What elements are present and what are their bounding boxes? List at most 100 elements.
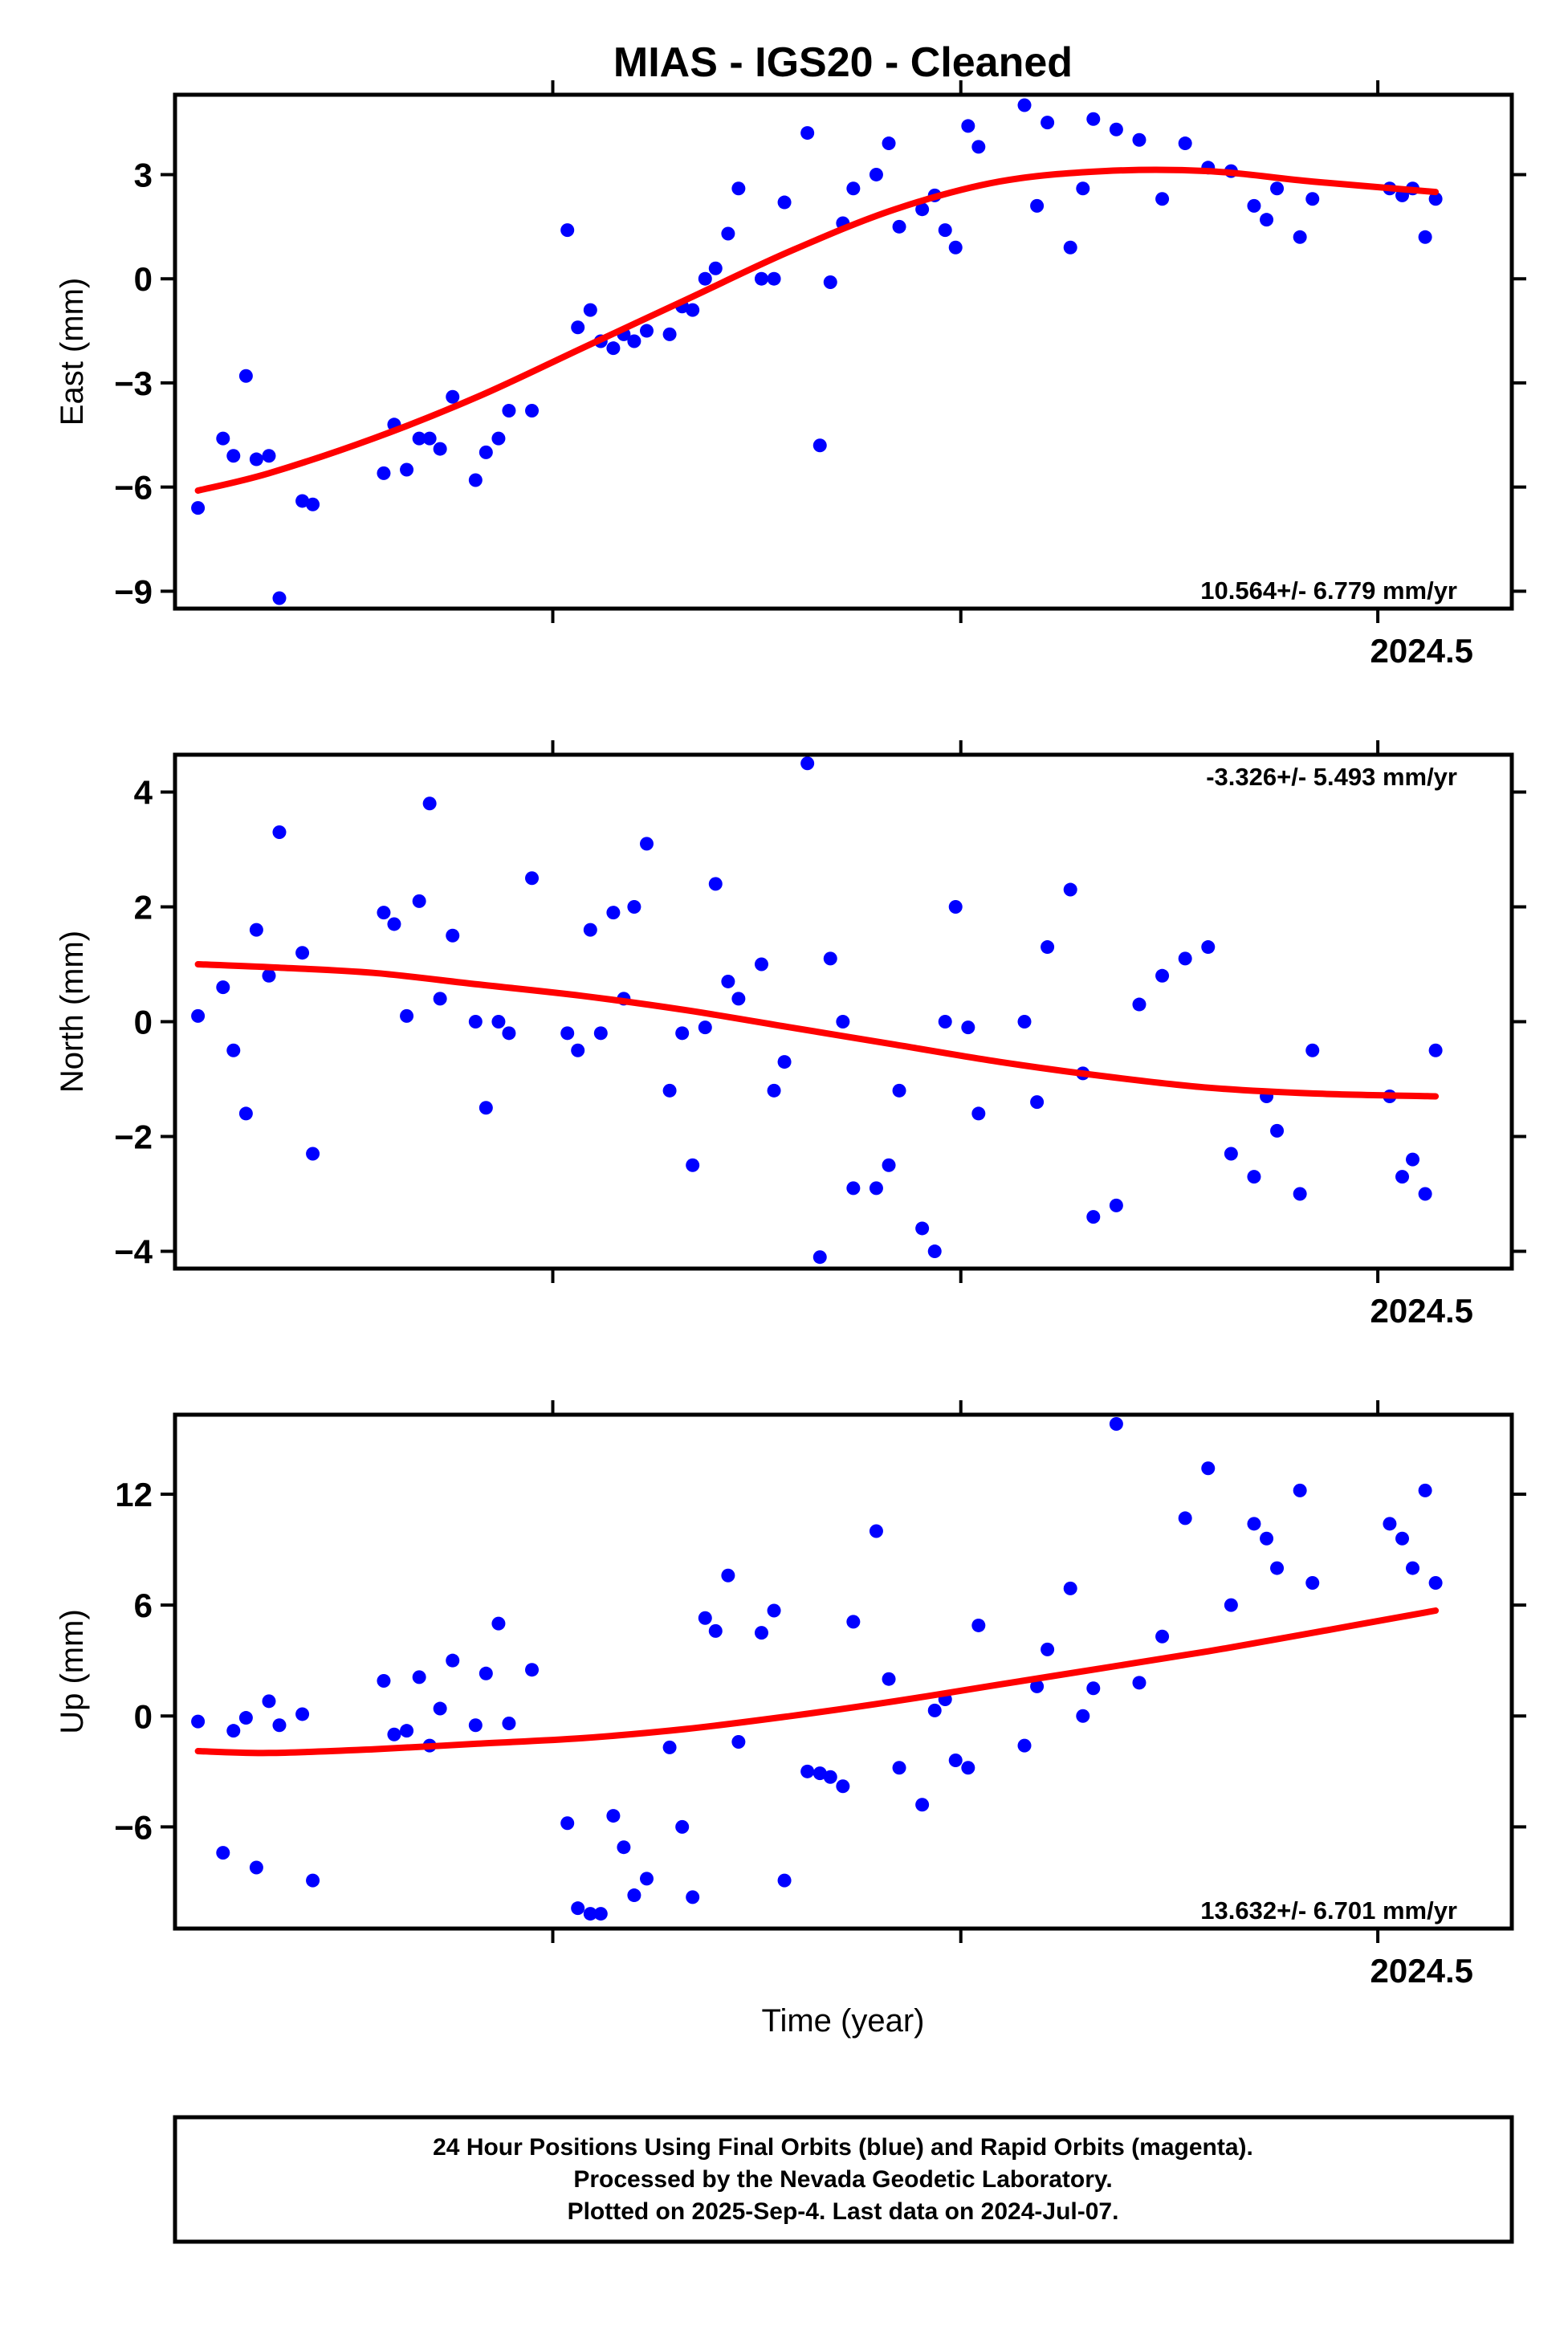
up-data-point (1178, 1511, 1192, 1525)
east-data-point (1247, 198, 1261, 213)
east-data-point (971, 140, 986, 154)
up-data-point (836, 1779, 850, 1794)
east-data-point (502, 404, 516, 418)
up-data-point (1017, 1738, 1032, 1753)
north-plot-frame (173, 752, 1514, 1271)
up-data-point (708, 1623, 723, 1638)
up-y-tick-label: 0 (134, 1697, 153, 1735)
up-data-point (262, 1694, 276, 1709)
east-data-point (583, 303, 597, 317)
north-data-point (606, 906, 621, 920)
north-data-point (306, 1147, 320, 1161)
north-y-tick-label: −2 (114, 1118, 153, 1156)
north-data-point (1155, 968, 1170, 983)
north-data-point (1224, 1147, 1238, 1161)
up-data-point (306, 1873, 320, 1888)
north-data-point (846, 1181, 861, 1196)
north-data-point (675, 1026, 690, 1041)
footer-line-orbits: 24 Hour Positions Using Final Orbits (bl… (433, 2134, 1253, 2161)
up-data-point (1260, 1531, 1274, 1546)
east-data-point (1155, 192, 1170, 206)
up-data-point (1086, 1681, 1101, 1696)
north-data-point (1418, 1187, 1432, 1201)
chart-title: MIAS - IGS20 - Cleaned (613, 39, 1073, 86)
up-data-point (961, 1761, 975, 1775)
east-data-point (1428, 192, 1443, 206)
north-data-point (892, 1083, 906, 1098)
up-y-tick-label: 6 (134, 1587, 153, 1624)
north-x-tick-label: 2024.5 (1370, 1292, 1473, 1330)
up-data-point (468, 1718, 483, 1733)
north-data-point (446, 928, 460, 943)
north-data-point (662, 1083, 677, 1098)
east-data-point (1418, 230, 1432, 244)
up-data-point (1406, 1561, 1420, 1575)
north-data-point (767, 1083, 781, 1098)
east-data-point (1293, 230, 1307, 244)
up-data-marks (191, 1417, 1443, 1921)
north-data-point (191, 1008, 206, 1023)
north-data-point (698, 1020, 712, 1035)
up-data-point (1201, 1461, 1216, 1476)
up-data-point (1030, 1679, 1045, 1693)
up-data-point (948, 1754, 963, 1768)
north-y-tick-label: 0 (134, 1004, 153, 1041)
up-data-point (869, 1524, 883, 1538)
up-y-axis-label: Up (mm) (55, 1609, 90, 1734)
footer-line-processed: Processed by the Nevada Geodetic Laborat… (573, 2166, 1112, 2193)
east-data-point (892, 219, 906, 234)
east-data-point (560, 223, 575, 238)
north-data-point (1293, 1187, 1307, 1201)
north-data-point (836, 1015, 850, 1029)
north-y-tick-label: −4 (114, 1233, 153, 1271)
east-y-tick-label: −9 (114, 572, 153, 610)
up-data-point (1270, 1561, 1285, 1575)
up-data-point (1132, 1676, 1146, 1690)
north-y-axis-label: North (mm) (55, 931, 90, 1093)
east-data-point (1132, 132, 1146, 147)
north-data-point (938, 1015, 952, 1029)
up-data-point (1305, 1575, 1320, 1590)
up-data-point (767, 1603, 781, 1618)
east-data-point (422, 431, 437, 446)
east-data-point (400, 462, 414, 477)
east-data-point (777, 195, 792, 210)
north-data-point (823, 951, 837, 966)
up-data-point (1076, 1709, 1090, 1723)
up-data-point (377, 1674, 391, 1688)
up-data-point (606, 1809, 621, 1823)
north-data-point (433, 992, 447, 1006)
north-data-point (639, 837, 654, 851)
east-data-point (491, 431, 506, 446)
north-data-point (915, 1221, 930, 1236)
east-data-point (606, 341, 621, 356)
east-data-point (813, 438, 827, 453)
east-data-marks (191, 98, 1443, 605)
north-data-point (869, 1181, 883, 1196)
north-data-point (1305, 1043, 1320, 1057)
east-data-point (525, 404, 540, 418)
east-y-tick-label: 0 (134, 260, 153, 298)
up-ticks: 12 6 0 −6 (114, 1400, 1526, 1943)
east-x-tick-label: 2024.5 (1370, 632, 1473, 670)
north-data-point (1063, 882, 1077, 897)
north-data-point (571, 1043, 585, 1057)
east-data-point (639, 324, 654, 338)
east-data-point (882, 136, 896, 151)
east-data-point (708, 261, 723, 275)
north-data-point (777, 1055, 792, 1069)
east-data-point (571, 320, 585, 335)
east-data-point (262, 449, 276, 463)
east-panel: 3 0 −3 −6 −9 East (mm) 10.564+/- 6.779 mm/yr… (55, 80, 1526, 670)
north-data-marks (191, 756, 1443, 1265)
east-data-point (938, 223, 952, 238)
east-data-point (823, 275, 837, 290)
east-data-point (1076, 181, 1090, 196)
north-data-point (1030, 1095, 1045, 1110)
up-data-point (412, 1670, 426, 1684)
north-data-point (238, 1106, 253, 1121)
up-data-point (627, 1888, 641, 1903)
up-data-point (675, 1819, 690, 1834)
up-data-point (1109, 1417, 1123, 1432)
